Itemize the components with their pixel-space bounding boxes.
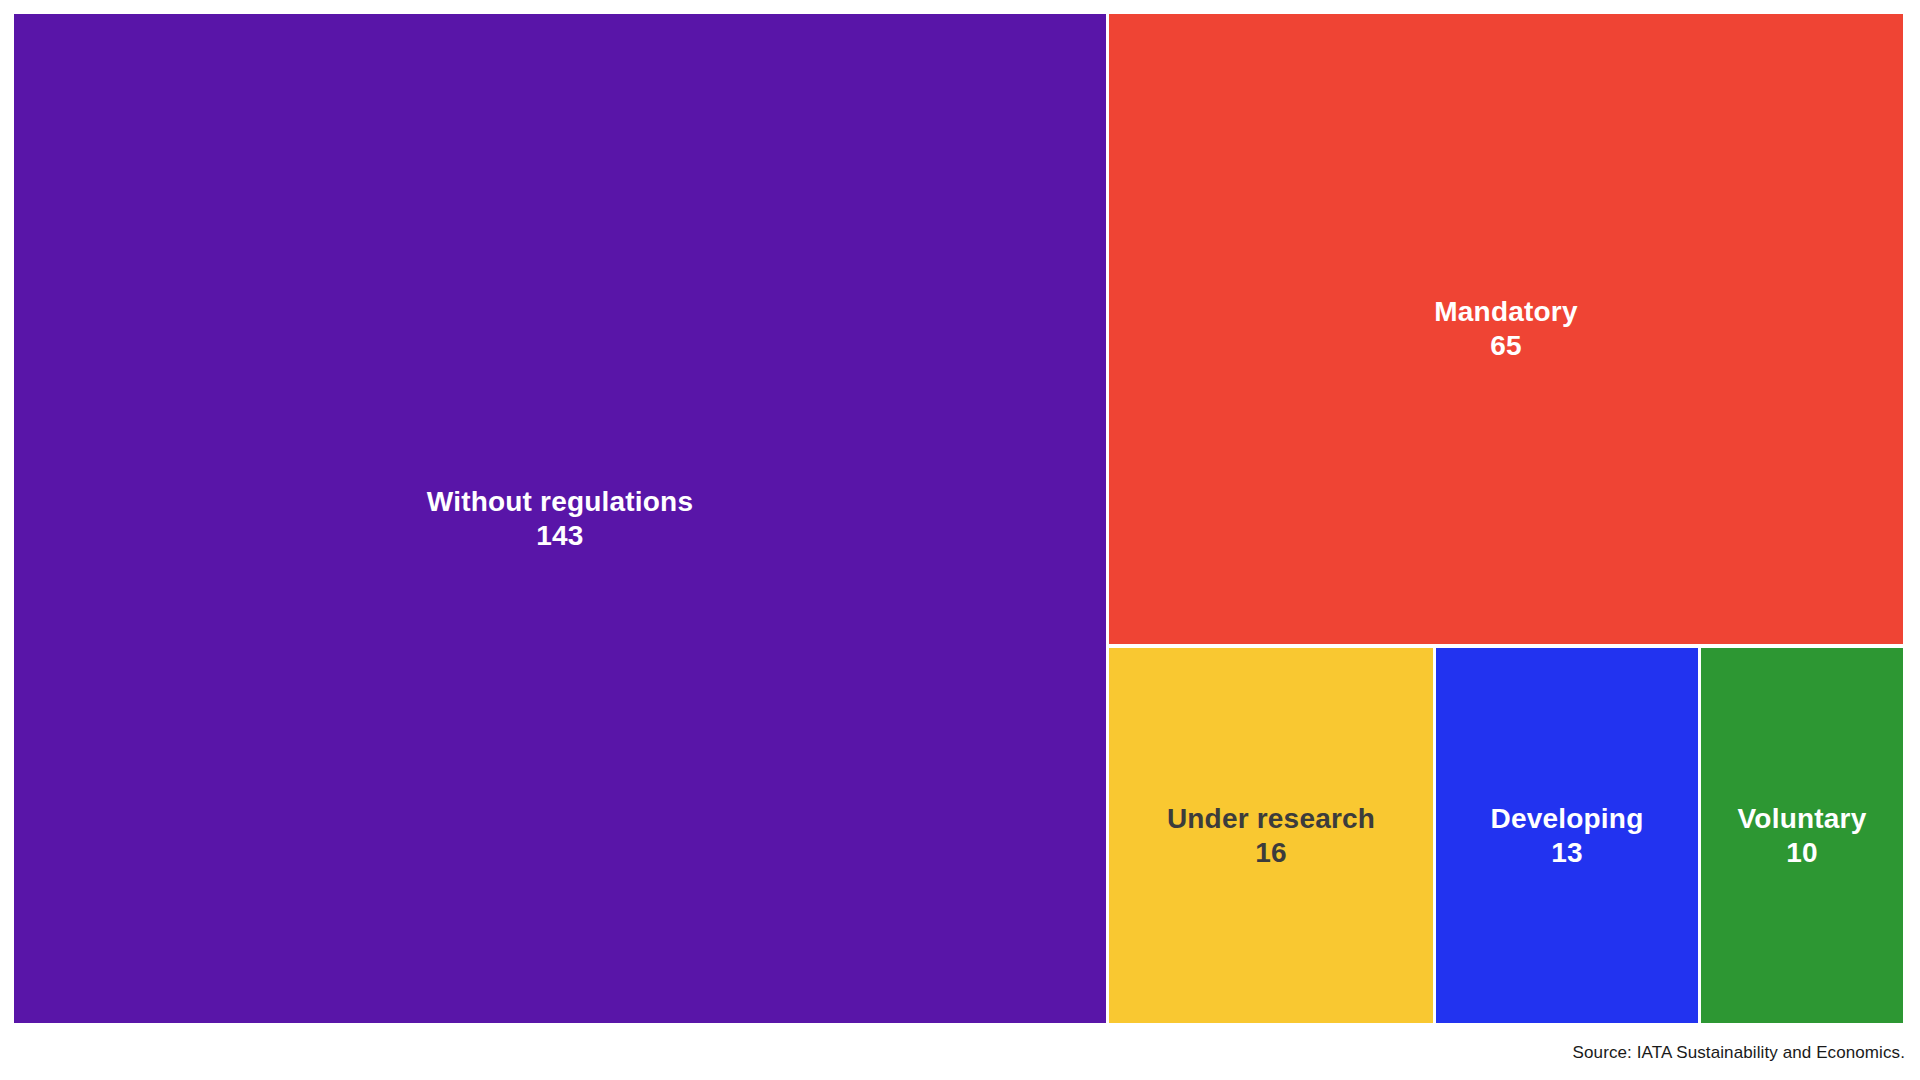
tile-label: Developing [1491,802,1644,836]
tile-label: Without regulations [427,485,693,519]
treemap-tile-under-research[interactable]: Under research 16 [1109,648,1433,1023]
tile-value: 65 [1490,329,1522,363]
tile-value: 13 [1551,836,1583,870]
tile-value: 16 [1255,836,1287,870]
tile-label: Mandatory [1434,295,1577,329]
tile-value: 143 [536,519,583,553]
treemap-tile-voluntary[interactable]: Voluntary 10 [1701,648,1903,1023]
treemap-chart: Without regulations 143 Mandatory 65 Und… [0,0,1920,1080]
treemap-plot-area: Without regulations 143 Mandatory 65 Und… [14,14,1903,1023]
treemap-tile-without-regulations[interactable]: Without regulations 143 [14,14,1106,1023]
treemap-tile-developing[interactable]: Developing 13 [1436,648,1698,1023]
tile-label: Under research [1167,802,1375,836]
tile-label: Voluntary [1738,802,1867,836]
treemap-tile-mandatory[interactable]: Mandatory 65 [1109,14,1903,644]
source-note: Source: IATA Sustainability and Economic… [1573,1043,1905,1063]
tile-value: 10 [1786,836,1818,870]
